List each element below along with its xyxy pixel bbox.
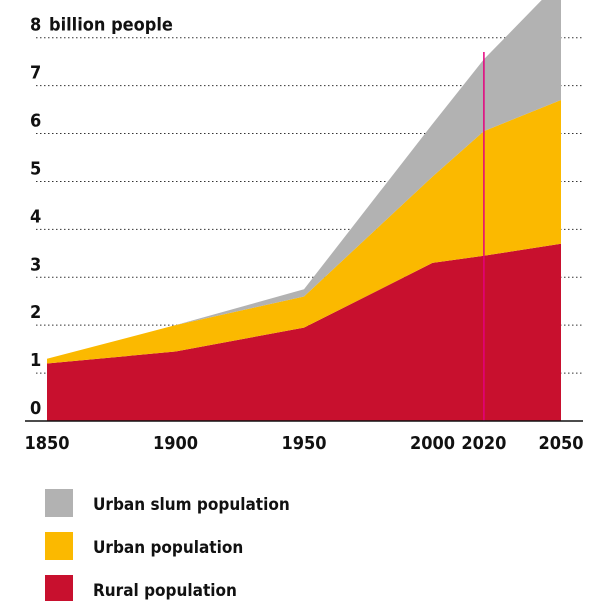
y-tick-label: 7 [30,63,41,84]
legend-swatch [45,575,73,601]
area-urban-population [47,100,561,364]
x-tick-label: 2050 [538,433,583,454]
legend-label: Urban population [93,538,243,558]
y-unit-label: billion people [49,15,173,36]
stacked-areas [47,0,561,421]
legend: Urban slum population Urban population Rur… [45,489,290,601]
x-tick-label: 1950 [281,433,326,454]
x-tick-label: 1850 [24,433,69,454]
x-tick-label: 2000 [410,433,455,454]
x-tick-label: 1900 [153,433,198,454]
y-tick-label: 4 [30,206,41,227]
area-rural-population [47,243,561,421]
x-axis-tick-labels: 1850 1900 1950 2000 2020 2050 [24,433,583,454]
y-tick-label: 5 [30,158,41,179]
legend-label: Urban slum population [93,495,290,515]
legend-swatch [45,532,73,560]
legend-label: Rural population [93,581,237,601]
area-urban-slum-population [47,0,561,359]
x-tick-label-highlight: 2020 [461,433,506,454]
y-axis-tick-labels: 0 1 2 3 4 5 6 7 8 [30,15,41,419]
y-tick-label: 1 [30,350,41,371]
legend-swatch [45,489,73,517]
y-tick-label: 3 [30,254,41,275]
y-tick-label: 8 [30,15,41,36]
y-tick-label: 2 [30,302,41,323]
y-tick-label: 0 [30,398,41,419]
y-tick-label: 6 [30,111,41,132]
